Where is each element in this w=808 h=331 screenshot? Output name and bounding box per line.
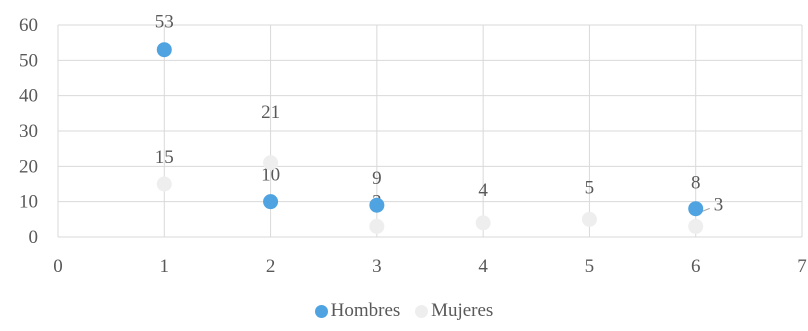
point-mujeres-0 (156, 176, 172, 192)
point-hombres-0 (156, 42, 172, 58)
data-label-mujeres-1: 21 (261, 102, 280, 123)
point-hombres-3 (688, 201, 704, 217)
x-tick-label-2: 2 (266, 256, 276, 277)
legend-item-mujeres: Mujeres (415, 300, 493, 322)
legend-swatch-hombres (314, 304, 328, 318)
legend-label-mujeres: Mujeres (431, 300, 494, 321)
data-label-mujeres-4: 5 (585, 177, 595, 198)
point-mujeres-2 (369, 218, 385, 234)
y-tick-label-10: 10 (19, 192, 38, 213)
y-tick-label-0: 0 (29, 227, 39, 248)
y-tick-label-20: 20 (19, 156, 38, 177)
point-mujeres-1 (263, 155, 279, 171)
y-tick-label-60: 60 (19, 15, 38, 36)
legend-label-hombres: Hombres (330, 300, 401, 321)
point-hombres-2 (369, 197, 385, 213)
legend-swatch-mujeres (415, 304, 429, 318)
x-tick-label-0: 0 (53, 256, 63, 277)
x-tick-label-3: 3 (372, 256, 382, 277)
data-label-hombres-1: 10 (261, 165, 280, 186)
y-tick-label-30: 30 (19, 121, 38, 142)
point-mujeres-5 (688, 218, 704, 234)
x-tick-label-7: 7 (797, 256, 807, 277)
y-tick-label-40: 40 (19, 86, 38, 107)
tick-layer: 0 10 20 30 40 50 60 0 1 2 3 4 5 6 7 (19, 15, 807, 277)
data-label-mujeres-5: 3 (714, 194, 724, 215)
data-label-hombres-2: 9 (372, 168, 382, 189)
data-label-mujeres-0: 15 (155, 147, 174, 168)
data-label-layer: 15213453531098 (155, 12, 723, 216)
y-tick-label-50: 50 (19, 50, 38, 71)
legend-item-hombres: Hombres (314, 300, 401, 322)
x-tick-label-6: 6 (691, 256, 701, 277)
point-mujeres-4 (581, 211, 597, 227)
x-tick-label-4: 4 (478, 256, 488, 277)
point-mujeres-3 (475, 215, 491, 231)
point-layer (156, 42, 704, 234)
x-tick-label-5: 5 (585, 256, 595, 277)
data-label-hombres-0: 53 (155, 12, 174, 33)
data-label-mujeres-3: 4 (478, 180, 488, 201)
legend: Hombres Mujeres (0, 300, 808, 324)
data-label-hombres-3: 8 (691, 173, 701, 194)
point-hombres-1 (263, 194, 279, 210)
x-tick-label-1: 1 (160, 256, 170, 277)
